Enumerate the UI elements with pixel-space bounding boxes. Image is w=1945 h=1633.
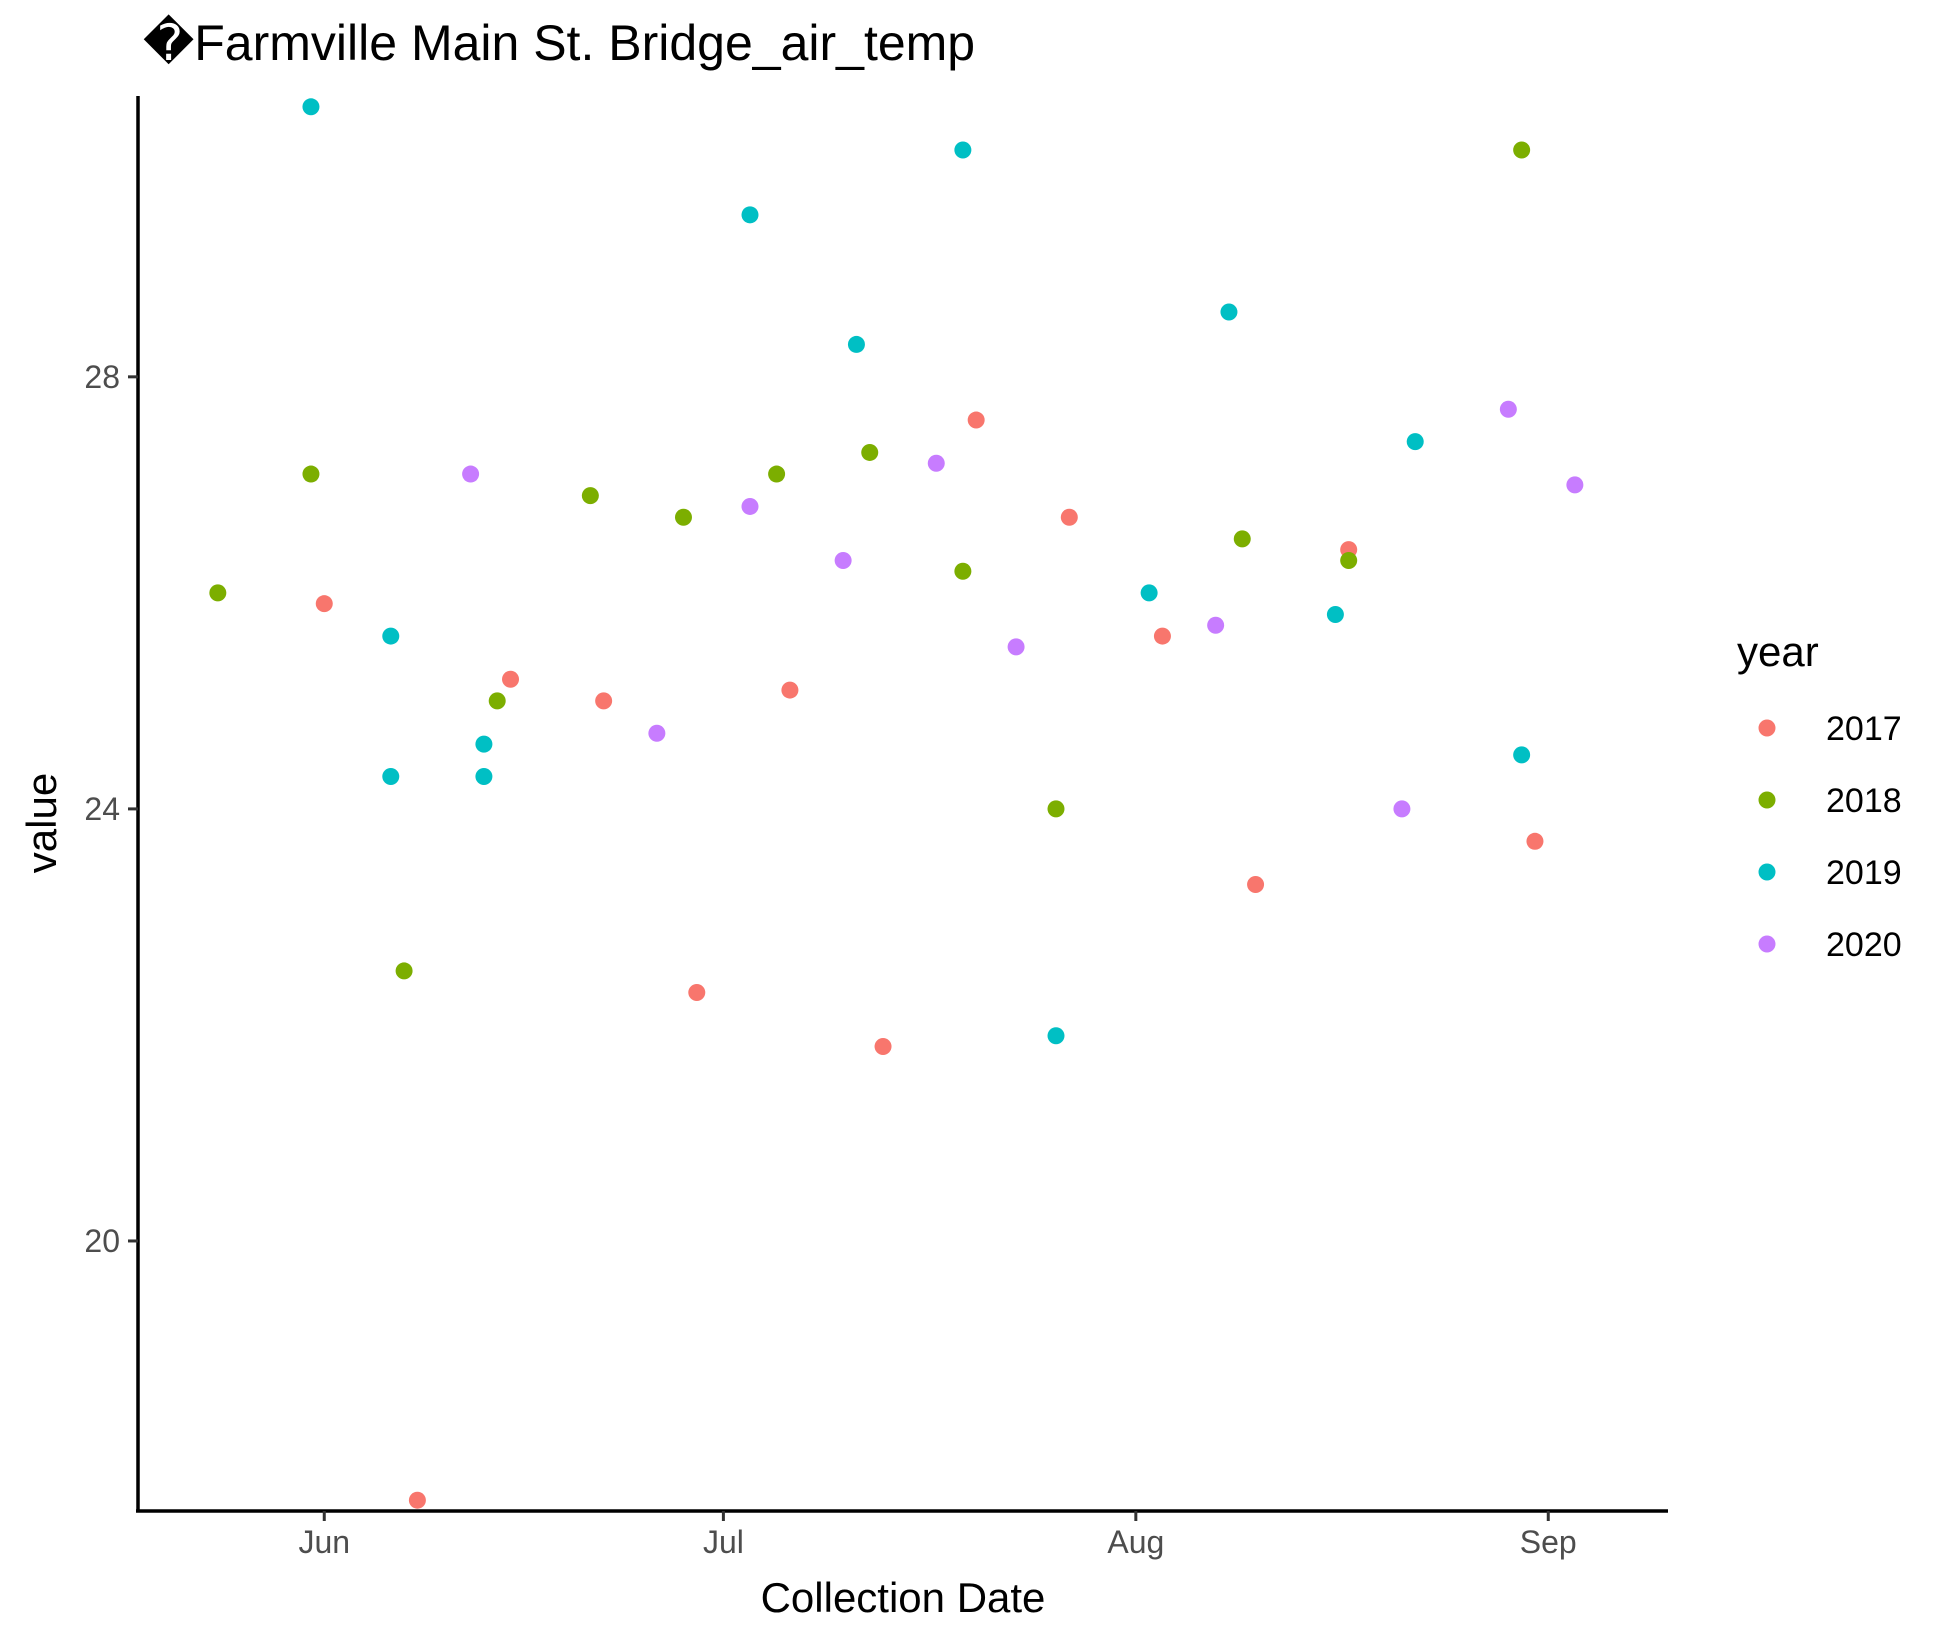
point-2020 bbox=[1500, 401, 1517, 418]
point-2017 bbox=[968, 412, 985, 429]
point-2017 bbox=[1061, 509, 1078, 526]
point-2019 bbox=[1407, 433, 1424, 450]
point-2018 bbox=[396, 962, 413, 979]
point-2018 bbox=[954, 563, 971, 580]
point-2017 bbox=[875, 1038, 892, 1055]
point-2020 bbox=[648, 725, 665, 742]
y-axis-ticks: 20 24 28 bbox=[84, 359, 138, 1259]
point-2020 bbox=[1393, 800, 1410, 817]
legend-label-2019: 2019 bbox=[1826, 854, 1902, 892]
data-points bbox=[209, 98, 1583, 1508]
x-tick-label: Aug bbox=[1107, 1524, 1164, 1560]
chart-title: �Farmville Main St. Bridge_air_temp bbox=[143, 14, 975, 71]
point-2017 bbox=[1526, 833, 1543, 850]
point-2018 bbox=[1234, 530, 1251, 547]
legend-label-2020: 2020 bbox=[1826, 926, 1902, 964]
plot-area: 20 24 28 Jun Jul Aug Sep bbox=[84, 96, 1668, 1560]
point-2018 bbox=[489, 692, 506, 709]
point-2017 bbox=[781, 682, 798, 699]
point-2018 bbox=[861, 444, 878, 461]
point-2020 bbox=[835, 552, 852, 569]
point-2019 bbox=[475, 768, 492, 785]
point-2019 bbox=[954, 142, 971, 159]
point-2019 bbox=[1048, 1027, 1065, 1044]
point-2020 bbox=[742, 498, 759, 515]
point-2017 bbox=[1154, 628, 1171, 645]
point-2018 bbox=[768, 466, 785, 483]
legend-key-2019 bbox=[1759, 864, 1776, 881]
x-tick-label: Sep bbox=[1520, 1524, 1577, 1560]
y-tick-label: 24 bbox=[84, 791, 120, 827]
point-2018 bbox=[1048, 800, 1065, 817]
legend-label-2017: 2017 bbox=[1826, 710, 1902, 748]
point-2020 bbox=[1566, 476, 1583, 493]
x-axis-title: Collection Date bbox=[761, 1574, 1046, 1621]
y-axis-title: value bbox=[18, 773, 65, 873]
point-2019 bbox=[742, 206, 759, 223]
point-2019 bbox=[475, 736, 492, 753]
point-2018 bbox=[582, 487, 599, 504]
point-2020 bbox=[462, 466, 479, 483]
point-2020 bbox=[928, 455, 945, 472]
point-2019 bbox=[382, 628, 399, 645]
point-2017 bbox=[688, 984, 705, 1001]
point-2019 bbox=[848, 336, 865, 353]
point-2019 bbox=[1327, 606, 1344, 623]
y-tick-label: 28 bbox=[84, 359, 120, 395]
x-tick-label: Jul bbox=[703, 1524, 744, 1560]
point-2017 bbox=[502, 671, 519, 688]
point-2018 bbox=[1513, 142, 1530, 159]
legend-items: 2017 2018 2019 2020 bbox=[1759, 710, 1902, 964]
point-2019 bbox=[302, 98, 319, 115]
point-2019 bbox=[1220, 304, 1237, 321]
point-2018 bbox=[302, 466, 319, 483]
x-tick-label: Jun bbox=[298, 1524, 350, 1560]
legend-key-2017 bbox=[1759, 720, 1776, 737]
legend-key-2020 bbox=[1759, 936, 1776, 953]
point-2017 bbox=[1247, 876, 1264, 893]
x-axis-ticks: Jun Jul Aug Sep bbox=[298, 1511, 1576, 1560]
point-2017 bbox=[316, 595, 333, 612]
legend-label-2018: 2018 bbox=[1826, 782, 1902, 820]
legend-title: year bbox=[1737, 628, 1819, 675]
point-2017 bbox=[409, 1492, 426, 1509]
point-2019 bbox=[382, 768, 399, 785]
legend: year 2017 2018 2019 2020 bbox=[1737, 628, 1902, 964]
point-2019 bbox=[1141, 584, 1158, 601]
point-2019 bbox=[1513, 746, 1530, 763]
point-2018 bbox=[675, 509, 692, 526]
point-2017 bbox=[595, 692, 612, 709]
point-2020 bbox=[1008, 638, 1025, 655]
point-2018 bbox=[209, 584, 226, 601]
y-tick-label: 20 bbox=[84, 1223, 120, 1259]
point-2018 bbox=[1340, 552, 1357, 569]
legend-key-2018 bbox=[1759, 792, 1776, 809]
point-2020 bbox=[1207, 617, 1224, 634]
